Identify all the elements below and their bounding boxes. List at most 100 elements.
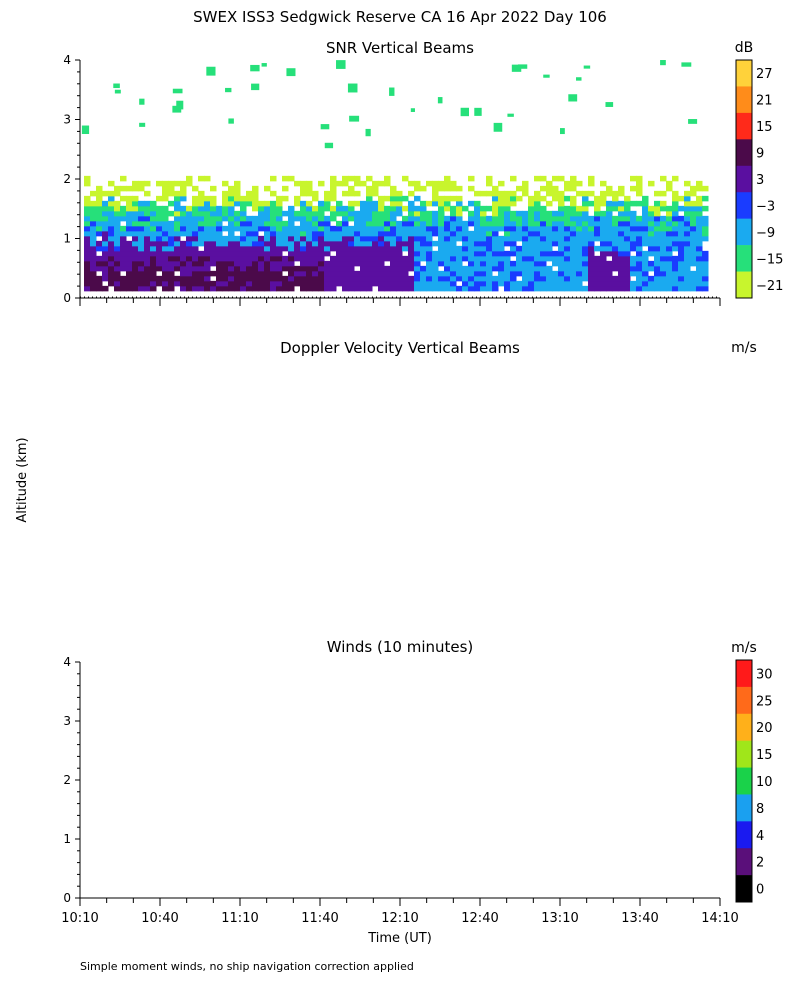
heatmap-cell [312,210,319,217]
heatmap-cell [126,265,133,272]
heatmap-cell [420,220,427,227]
heatmap-cell [576,255,583,262]
heatmap-cell [624,235,631,242]
heatmap-cell [696,255,703,262]
heatmap-cell [150,200,157,207]
heatmap-cell [210,235,217,242]
heatmap-cell [250,64,260,72]
heatmap-cell [438,215,445,222]
heatmap-cell [666,270,673,277]
heatmap-cell [192,215,199,222]
heatmap-cell [126,270,133,277]
heatmap-cell [432,230,439,237]
heatmap-cell [306,240,313,247]
y-tick-label: 3 [63,113,71,127]
heatmap-cell [444,200,451,207]
heatmap-cell [582,235,589,242]
heatmap-cell [648,215,655,222]
heatmap-cell [90,270,97,277]
heatmap-cell [108,245,115,252]
heatmap-cell [282,185,289,192]
heatmap-cell [564,265,571,272]
heatmap-cell [150,280,157,287]
heatmap-cell [648,260,655,267]
heatmap-cell [286,68,296,77]
heatmap-cell [138,235,145,242]
heatmap-cell [474,235,481,242]
heatmap-cell [414,260,421,267]
heatmap-cell [294,180,301,187]
heatmap-cell [570,200,577,207]
panel-title-snr: SNR Vertical Beams [326,39,474,57]
heatmap-cell [558,220,565,227]
heatmap-cell [486,230,493,237]
heatmap-cell [318,240,325,247]
heatmap-cell [378,285,385,292]
heatmap-cell [528,215,535,222]
heatmap-cell [372,265,379,272]
heatmap-cell [468,250,475,257]
heatmap-cell [102,215,109,222]
heatmap-cell [540,285,547,292]
heatmap-cell [408,230,415,237]
heatmap-cell [636,250,643,257]
heatmap-cell [570,285,577,292]
heatmap-cell [144,255,151,262]
heatmap-cell [540,265,547,272]
heatmap-cell [204,285,211,292]
heatmap-cell [498,250,505,257]
heatmap-cell [120,240,127,247]
heatmap-cell [342,220,349,227]
heatmap-cell [282,175,289,182]
heatmap-cell [618,185,625,192]
heatmap-cell [288,220,295,227]
heatmap-cell [216,240,223,247]
heatmap-cell [150,265,157,272]
heatmap-cell [342,215,349,222]
x-tick-label: 13:10 [541,911,578,926]
heatmap-cell [498,225,505,232]
heatmap-cell [320,124,330,130]
heatmap-cell [408,275,415,282]
heatmap-cell [192,245,199,252]
heatmap-cell [324,215,331,222]
heatmap-cell [294,255,301,262]
heatmap-cell [672,240,679,247]
heatmap-cell [654,225,661,232]
heatmap-cell [113,83,120,89]
heatmap-cell [666,245,673,252]
heatmap-cell [96,220,103,227]
heatmap-cell [144,280,151,287]
heatmap-cell [642,255,649,262]
heatmap-cell [336,235,343,242]
heatmap-cell [276,255,283,262]
heatmap-cell [354,280,361,287]
heatmap-cell [162,195,169,202]
heatmap-cell [366,265,373,272]
heatmap-cell [576,285,583,292]
heatmap-cell [138,180,145,187]
heatmap-cell [534,245,541,252]
heatmap-cell [390,270,397,277]
heatmap-cell [324,230,331,237]
heatmap-cell [84,240,91,247]
heatmap-cell [288,230,295,237]
heatmap-cell [222,250,229,257]
colorbar-label: −3 [756,199,775,214]
heatmap-cell [402,280,409,287]
heatmap-cell [312,285,319,292]
heatmap-cell [132,220,139,227]
heatmap-cell [150,285,157,292]
heatmap-cell [438,270,445,277]
heatmap-cell [360,250,367,257]
heatmap-cell [90,240,97,247]
heatmap-cell [522,275,529,282]
heatmap-cell [432,180,439,187]
heatmap-cell [636,285,643,292]
heatmap-cell [162,205,169,212]
heatmap-cell [600,200,607,207]
heatmap-cell [156,250,163,257]
heatmap-cell [138,275,145,282]
heatmap-cell [444,265,451,272]
heatmap-cell [96,275,103,282]
